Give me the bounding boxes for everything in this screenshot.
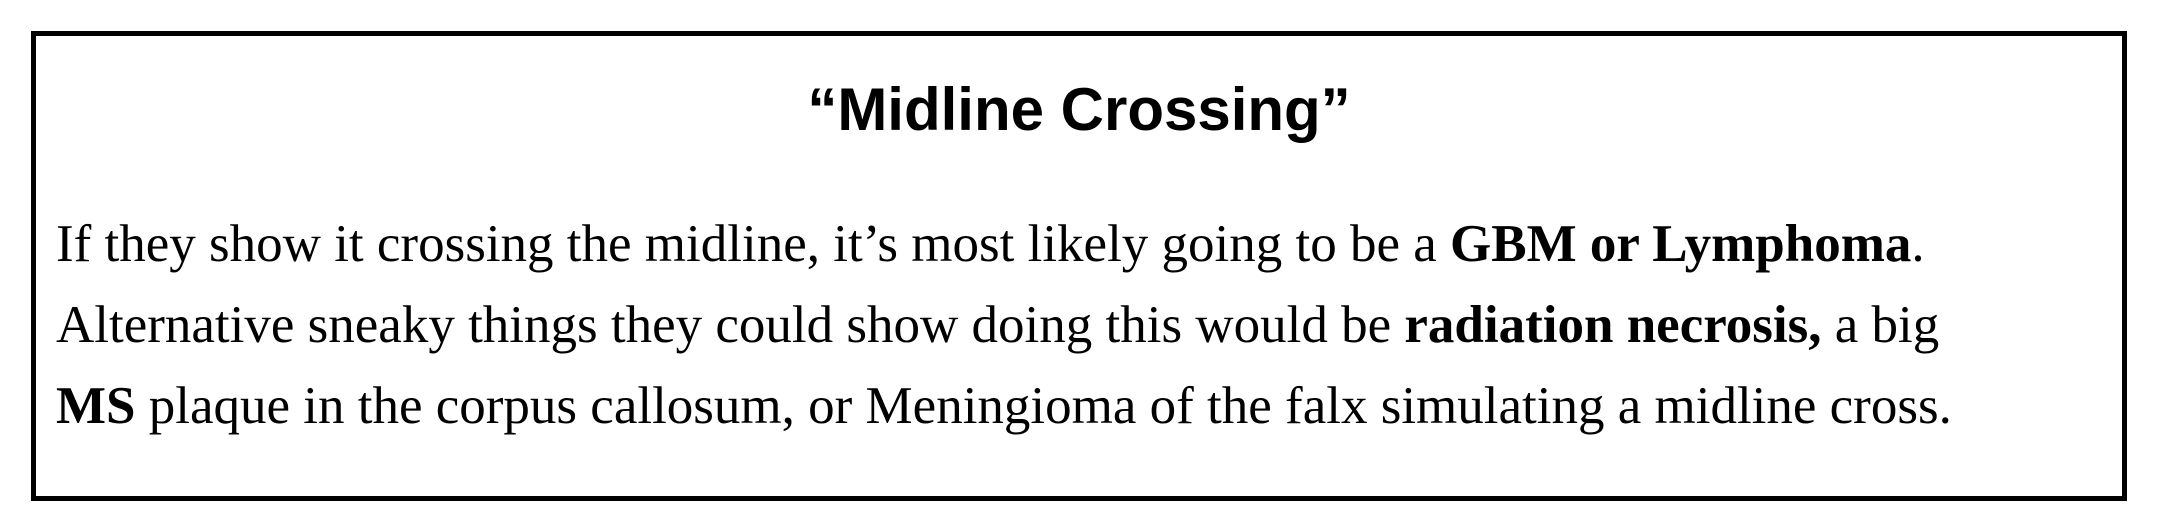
- bold-term-gbm-lymphoma: GBM or Lymphoma: [1450, 215, 1912, 273]
- note-box: “Midline Crossing” If they show it cross…: [31, 31, 2127, 501]
- body-line-1: If they show it crossing the midline, it…: [56, 204, 2116, 285]
- text-segment: .: [1911, 215, 1925, 273]
- body-line-2: Alternative sneaky things they could sho…: [56, 285, 2116, 366]
- body-line-3: MS plaque in the corpus callosum, or Men…: [56, 366, 2116, 447]
- bold-term-radiation-necrosis: radiation necrosis,: [1404, 296, 1822, 354]
- text-segment: plaque in the corpus callosum, or Mening…: [135, 377, 1952, 435]
- text-segment: If they show it crossing the midline, it…: [56, 215, 1451, 273]
- bold-term-ms: MS: [56, 377, 136, 435]
- body-paragraph: If they show it crossing the midline, it…: [56, 204, 2116, 447]
- text-segment: a big: [1821, 296, 1940, 354]
- box-title: “Midline Crossing”: [807, 76, 1351, 143]
- text-segment: Alternative sneaky things they could sho…: [56, 296, 1405, 354]
